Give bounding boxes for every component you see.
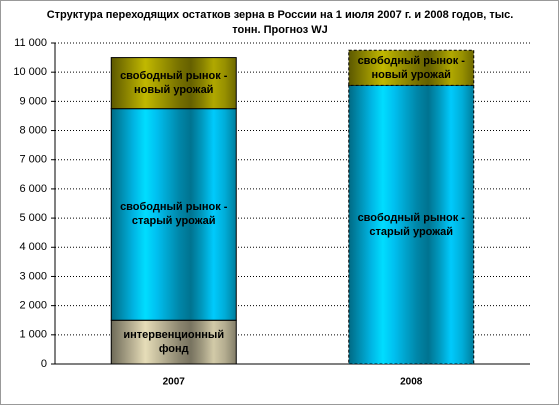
segment-label: свободный рынок - новый урожай [357,54,465,81]
bar-segment [110,57,237,110]
bar-segment [348,49,475,86]
y-tick-label: 10 000 [13,66,47,78]
y-tick-label: 4 000 [19,241,47,253]
y-tick-label: 8 000 [19,124,47,136]
y-tick-label: 2 000 [19,300,47,312]
y-tick-label: 7 000 [19,154,47,166]
bar-segment [348,84,475,365]
y-tick-label: 9 000 [19,95,47,107]
bar-segment [110,108,237,321]
segment-label: свободный рынок - старый урожай [120,201,228,228]
x-tick-label: 2007 [163,377,186,388]
y-tick-label: 1 000 [19,329,47,341]
y-tick-label: 0 [41,358,47,370]
x-tick-label: 2008 [400,377,423,388]
segment-label: интервенционный фонд [123,329,225,356]
y-tick-label: 5 000 [19,212,47,224]
chart-title: Структура переходящих остатков зерна в Р… [46,9,514,36]
segment-label: свободный рынок - новый урожай [120,70,228,97]
y-tick-label: 3 000 [19,270,47,282]
segment-label: свободный рынок - старый урожай [357,211,465,238]
y-tick-label: 6 000 [19,183,47,195]
y-tick-label: 11 000 [14,37,47,49]
